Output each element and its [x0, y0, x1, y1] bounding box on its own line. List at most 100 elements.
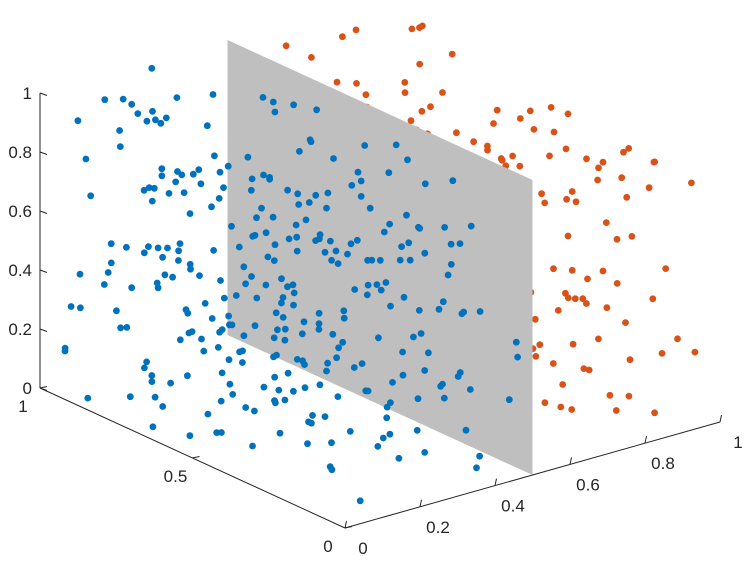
scatter-point-series-2 — [407, 117, 415, 125]
scatter-point-series-2 — [333, 78, 341, 86]
scatter-point-series-1 — [316, 381, 324, 389]
x-axis-line — [344, 421, 721, 529]
scatter-point-series-1 — [167, 379, 175, 387]
scatter-point-series-1 — [279, 294, 287, 301]
scatter-point-series-2 — [439, 89, 446, 96]
scatter-point-series-1 — [198, 335, 205, 343]
scatter-point-series-1 — [333, 354, 340, 362]
scatter-point-series-1 — [195, 166, 203, 174]
scatter-point-series-1 — [76, 270, 84, 278]
scatter-point-series-2 — [559, 381, 567, 388]
y-tick-mark — [192, 456, 200, 459]
scatter-point-series-1 — [126, 393, 134, 401]
scatter-point-series-1 — [383, 403, 391, 411]
scatter-point-series-1 — [260, 171, 267, 179]
scatter-point-series-1 — [329, 330, 337, 338]
scatter-point-series-1 — [328, 466, 336, 474]
scatter-point-series-1 — [373, 281, 381, 288]
scatter-point-series-1 — [140, 249, 148, 257]
scatter-point-series-2 — [626, 356, 634, 364]
z-tick-mark — [39, 328, 48, 332]
scatter-point-series-1 — [414, 395, 422, 403]
x-tick-label: 0 — [358, 539, 367, 557]
scatter-point-series-1 — [473, 464, 480, 472]
scatter-point-series-1 — [180, 189, 188, 197]
scatter-point-series-2 — [401, 79, 409, 86]
z-tick-label: 0 — [23, 379, 32, 398]
scatter-point-series-1 — [380, 228, 388, 236]
scatter-point-series-1 — [145, 184, 153, 192]
scatter-point-series-2 — [603, 304, 611, 312]
scatter-point-series-1 — [356, 497, 364, 505]
scatter-point-series-1 — [175, 247, 183, 255]
scatter-point-series-1 — [330, 155, 337, 162]
scatter-point-series-2 — [622, 319, 629, 326]
scatter-point-series-1 — [248, 273, 255, 280]
scatter-point-series-2 — [546, 152, 553, 160]
x-tick-label: 0.2 — [426, 518, 450, 537]
scatter-point-series-1 — [308, 419, 315, 427]
scatter-point-series-2 — [645, 184, 653, 192]
scatter-point-series-2 — [594, 176, 601, 184]
scatter-point-series-2 — [569, 340, 577, 348]
scatter-point-series-1 — [307, 138, 315, 146]
scatter-point-series-2 — [564, 232, 572, 240]
scatter-point-series-1 — [514, 353, 521, 361]
scatter-point-series-1 — [379, 434, 387, 442]
scatter-point-series-1 — [410, 333, 417, 341]
scatter-point-series-1 — [153, 279, 161, 287]
scatter-point-series-2 — [563, 195, 570, 203]
scatter-point-series-1 — [189, 170, 197, 178]
scatter-point-series-1 — [316, 235, 323, 243]
scatter-point-series-1 — [374, 443, 382, 450]
scatter-point-series-1 — [262, 281, 270, 289]
scatter-point-series-1 — [441, 224, 448, 231]
scatter-point-series-1 — [214, 344, 222, 351]
scatter-point-series-2 — [550, 265, 557, 273]
scatter-point-series-1 — [145, 243, 152, 251]
scatter-point-series-1 — [339, 338, 347, 346]
scatter-point-series-1 — [269, 213, 277, 221]
scatter-point-series-2 — [595, 164, 602, 172]
scatter-point-series-1 — [116, 127, 123, 134]
scatter-point-series-2 — [595, 335, 602, 343]
scatter-point-series-1 — [178, 171, 186, 179]
scatter-point-series-1 — [328, 256, 335, 264]
scatter-point-series-1 — [421, 180, 429, 188]
scatter-point-series-1 — [218, 369, 226, 377]
scatter-point-series-1 — [220, 294, 228, 302]
scatter-point-series-1 — [226, 321, 233, 329]
scatter-point-series-2 — [625, 392, 633, 400]
scatter-point-series-2 — [583, 155, 590, 163]
scatter-point-series-1 — [164, 244, 171, 252]
scatter-point-series-1 — [354, 168, 362, 176]
scatter-point-series-1 — [128, 284, 136, 292]
scatter-point-series-1 — [323, 367, 330, 375]
scatter-point-series-1 — [324, 189, 332, 197]
scatter-point-series-1 — [203, 122, 211, 130]
scatter-point-series-1 — [204, 410, 212, 418]
scatter-point-series-1 — [272, 399, 279, 407]
scatter-point-series-1 — [437, 383, 444, 390]
scatter-point-series-1 — [421, 249, 429, 257]
scatter-point-series-1 — [293, 247, 301, 255]
scatter-point-series-1 — [271, 108, 279, 116]
scatter-point-series-1 — [383, 414, 391, 422]
scatter-point-series-1 — [82, 155, 90, 163]
scatter-point-series-1 — [375, 334, 382, 342]
scatter-point-series-2 — [308, 54, 315, 61]
scatter-point-series-1 — [186, 210, 194, 218]
scatter-point-series-1 — [107, 259, 115, 267]
x-tick-label: 0.4 — [501, 497, 525, 516]
scatter-point-series-1 — [100, 281, 108, 288]
scatter-point-series-1 — [150, 184, 158, 192]
scatter-point-series-1 — [169, 273, 177, 281]
scatter-point-series-1 — [332, 247, 340, 255]
scatter-point-series-1 — [217, 397, 225, 405]
scatter-point-series-1 — [301, 384, 309, 392]
scatter-point-series-1 — [361, 142, 369, 149]
scatter-point-series-2 — [339, 33, 346, 41]
scatter-point-series-1 — [417, 330, 425, 337]
